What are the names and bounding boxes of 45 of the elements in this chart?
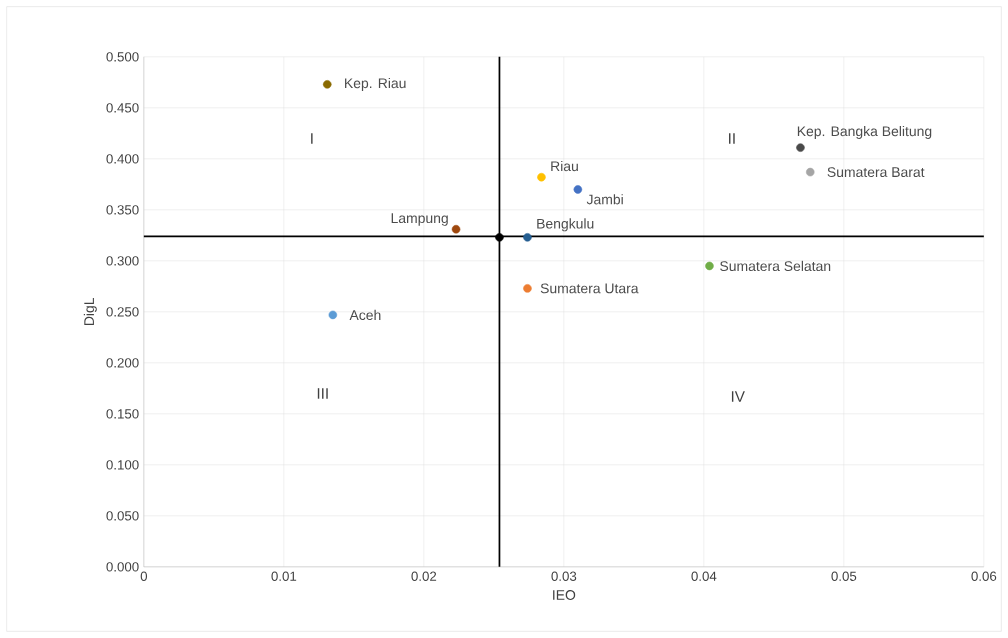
series-label: Jambi [586,194,623,205]
series-label: Kep. Bangka Belitung [797,125,932,139]
y-tick-label: 0.350 [106,205,139,215]
y-tick-label: 0.150 [106,409,139,419]
y-tick-label: 0.050 [106,511,139,521]
x-axis-title: IEO [553,590,576,600]
y-tick-label: 0.100 [106,460,139,470]
annotation: IV [731,391,745,402]
series-label: Sumatera Barat [827,167,925,178]
y-tick-label: 0.250 [106,307,139,317]
point [523,233,532,242]
point [323,80,332,89]
y-tick-label: 0.000 [106,562,139,572]
point [806,167,815,177]
x-tick-label: 0 [140,571,148,581]
series-label: Sumatera Utara [540,283,639,294]
y-axis-title: DigL [83,297,97,326]
series-label: Lampung [391,213,448,226]
point [523,284,532,293]
annotation: II [729,133,735,144]
point [537,172,546,182]
x-tick-label: 0.02 [411,571,437,581]
x-tick-label: 0.06 [971,571,997,581]
series-label: Sumatera Selatan [720,260,831,272]
series-label: Riau [551,160,578,172]
annotation: I [311,133,313,144]
x-tick-label: 0.05 [831,571,857,581]
point [495,233,504,242]
annotation: III [317,388,328,399]
x-tick-label: 0.01 [271,571,297,581]
point [328,310,338,320]
series-label: Aceh [349,309,381,321]
point [451,224,461,234]
y-tick-label: 0.300 [106,256,139,266]
point [705,261,714,271]
x-tick-label: 0.04 [691,571,717,581]
series-label: Bengkulu [537,218,594,232]
y-tick-label: 0.400 [106,154,139,164]
x-tick-label: 0.03 [551,571,577,581]
y-tick-label: 0.450 [106,103,139,113]
y-tick-label: 0.500 [106,52,139,62]
point [573,185,583,194]
y-tick-label: 0.200 [106,358,139,368]
point [796,143,805,152]
series-label: Kep. Riau [345,77,406,91]
